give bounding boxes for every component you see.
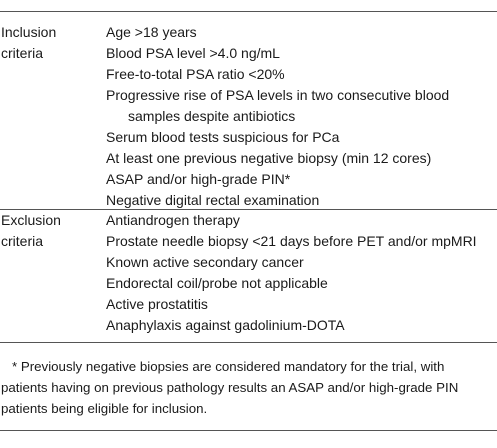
criteria-item: Anaphylaxis against gadolinium-DOTA [106, 317, 345, 333]
criteria-item: Antiandrogen therapy [106, 212, 240, 228]
criteria-item-continuation: samples despite antibiotics [128, 108, 296, 124]
criteria-item: Endorectal coil/probe not applicable [106, 275, 328, 291]
footnote-line: patients having on previous pathology re… [1, 380, 459, 395]
criteria-item: Prostate needle biopsy <21 days before P… [106, 233, 477, 249]
row-header-line: criteria [1, 233, 44, 249]
criteria-item: Known active secondary cancer [106, 254, 304, 270]
section-divider-rule [0, 209, 497, 210]
table-bottom-rule [0, 342, 497, 343]
footnote-line: * Previously negative biopsies are consi… [12, 359, 445, 374]
criteria-item: Negative digital rectal examination [106, 192, 320, 208]
criteria-item: Progressive rise of PSA levels in two co… [106, 87, 450, 103]
footnote-bottom-rule [0, 430, 497, 431]
table-top-rule [0, 11, 497, 12]
criteria-item: Blood PSA level >4.0 ng/mL [106, 45, 280, 61]
criteria-item: Free-to-total PSA ratio <20% [106, 66, 285, 82]
criteria-item: Serum blood tests suspicious for PCa [106, 129, 340, 145]
criteria-item: Active prostatitis [106, 296, 208, 312]
row-header-line: criteria [1, 45, 44, 61]
criteria-item: At least one previous negative biopsy (m… [106, 150, 432, 166]
footnote-line: patients being eligible for inclusion. [1, 401, 208, 416]
row-header-line: Exclusion [1, 212, 61, 228]
row-header-line: Inclusion [1, 24, 57, 40]
criteria-item: ASAP and/or high-grade PIN* [106, 171, 291, 187]
criteria-item: Age >18 years [106, 24, 197, 40]
